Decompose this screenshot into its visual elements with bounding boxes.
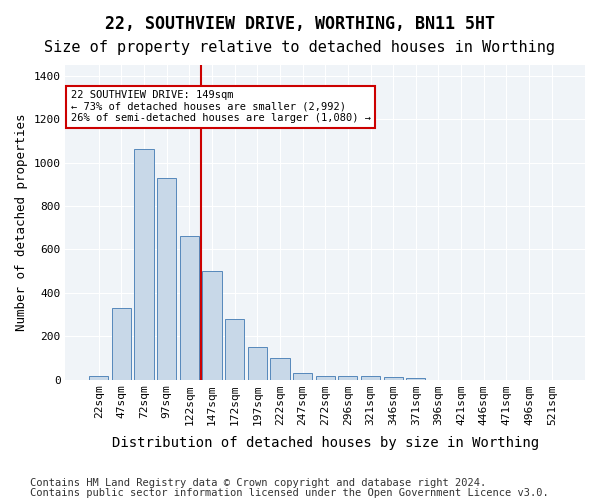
Bar [248, 347, 267, 380]
Y-axis label: Number of detached properties: Number of detached properties [15, 114, 28, 331]
Text: Contains HM Land Registry data © Crown copyright and database right 2024.: Contains HM Land Registry data © Crown c… [30, 478, 486, 488]
Text: Contains public sector information licensed under the Open Government Licence v3: Contains public sector information licen… [30, 488, 549, 498]
Bar [406, 378, 425, 380]
Bar [338, 376, 358, 380]
Bar [179, 236, 199, 380]
Bar [270, 358, 290, 380]
Text: Size of property relative to detached houses in Worthing: Size of property relative to detached ho… [44, 40, 556, 55]
Bar [112, 308, 131, 380]
Bar [383, 378, 403, 380]
Text: 22 SOUTHVIEW DRIVE: 149sqm
← 73% of detached houses are smaller (2,992)
26% of s: 22 SOUTHVIEW DRIVE: 149sqm ← 73% of deta… [71, 90, 371, 124]
Text: 22, SOUTHVIEW DRIVE, WORTHING, BN11 5HT: 22, SOUTHVIEW DRIVE, WORTHING, BN11 5HT [105, 15, 495, 33]
Bar [225, 319, 244, 380]
Bar [157, 178, 176, 380]
Bar [316, 376, 335, 380]
X-axis label: Distribution of detached houses by size in Worthing: Distribution of detached houses by size … [112, 436, 539, 450]
Bar [293, 372, 312, 380]
Bar [134, 148, 154, 380]
Bar [202, 271, 221, 380]
Bar [361, 376, 380, 380]
Bar [89, 376, 108, 380]
